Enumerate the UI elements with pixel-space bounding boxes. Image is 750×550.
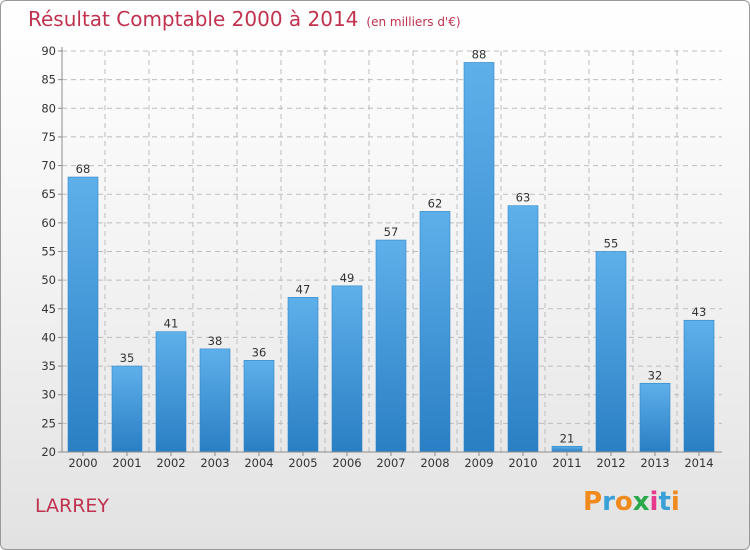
logo-letter: i <box>649 487 659 517</box>
town-name: LARREY <box>35 495 110 517</box>
bar-value-label: 41 <box>164 317 179 331</box>
bar-value-label: 68 <box>76 162 91 176</box>
x-tick-label: 2010 <box>508 456 537 470</box>
logo-letter: t <box>658 487 671 517</box>
bar <box>111 365 143 453</box>
bar-value-label: 55 <box>604 237 619 251</box>
logo-letter: x <box>632 487 650 517</box>
bar <box>551 445 583 453</box>
x-tick-label: 2002 <box>156 456 185 470</box>
chart-title: Résultat Comptable 2000 à 2014 <box>28 7 359 31</box>
x-tick-label: 2000 <box>68 456 97 470</box>
bar-value-label: 35 <box>120 351 135 365</box>
y-tick-label: 20 <box>41 445 56 459</box>
bar-value-label: 49 <box>340 271 355 285</box>
bar <box>419 211 451 453</box>
chart-subtitle: (en milliers d'€) <box>366 15 461 29</box>
bar <box>595 251 627 453</box>
bar <box>199 348 231 453</box>
proxiti-logo: Proxiti <box>583 487 680 517</box>
y-tick-label: 40 <box>41 330 56 344</box>
logo-letter: o <box>614 487 633 517</box>
y-tick-label: 60 <box>41 216 56 230</box>
x-tick-label: 2012 <box>596 456 625 470</box>
bar <box>287 297 319 453</box>
bar-value-label: 36 <box>252 345 267 359</box>
y-tick-label: 70 <box>41 159 56 173</box>
logo-letter: P <box>583 487 603 517</box>
bar-value-label: 63 <box>516 191 531 205</box>
x-tick-label: 2008 <box>420 456 449 470</box>
bar <box>243 360 275 453</box>
bar-value-label: 21 <box>560 431 575 445</box>
y-tick-label: 45 <box>41 302 56 316</box>
x-tick-label: 2001 <box>112 456 141 470</box>
bar <box>155 331 187 453</box>
x-tick-label: 2004 <box>244 456 273 470</box>
y-tick-label: 50 <box>41 273 56 287</box>
y-tick-label: 55 <box>41 245 56 259</box>
bar-value-label: 47 <box>296 282 311 296</box>
bar <box>67 176 99 453</box>
bar-value-label: 57 <box>384 225 399 239</box>
bar-value-label: 32 <box>648 368 663 382</box>
x-tick-label: 2007 <box>376 456 405 470</box>
bar-value-label: 62 <box>428 196 443 210</box>
bar <box>507 205 539 453</box>
x-tick-label: 2011 <box>552 456 581 470</box>
x-tick-label: 2006 <box>332 456 361 470</box>
logo-letter: r <box>602 487 615 517</box>
bar-value-label: 38 <box>208 334 223 348</box>
bar <box>375 239 407 453</box>
bar <box>639 382 671 453</box>
y-tick-label: 75 <box>41 130 56 144</box>
y-tick-label: 35 <box>41 359 56 373</box>
y-tick-label: 80 <box>41 101 56 115</box>
y-tick-label: 30 <box>41 388 56 402</box>
x-tick-label: 2009 <box>464 456 493 470</box>
y-tick-label: 25 <box>41 416 56 430</box>
y-tick-label: 90 <box>41 44 56 58</box>
x-tick-label: 2013 <box>640 456 669 470</box>
y-tick-label: 65 <box>41 187 56 201</box>
chart-title-row: Résultat Comptable 2000 à 2014 (en millie… <box>28 7 461 31</box>
bar-value-label: 43 <box>692 305 707 319</box>
y-tick-label: 85 <box>41 73 56 87</box>
bar <box>683 319 715 453</box>
x-tick-label: 2005 <box>288 456 317 470</box>
bar-value-label: 88 <box>472 47 487 61</box>
bar <box>331 285 363 453</box>
x-tick-label: 2003 <box>200 456 229 470</box>
x-tick-label: 2014 <box>684 456 713 470</box>
logo-letter: i <box>670 487 680 517</box>
bar <box>463 62 495 453</box>
